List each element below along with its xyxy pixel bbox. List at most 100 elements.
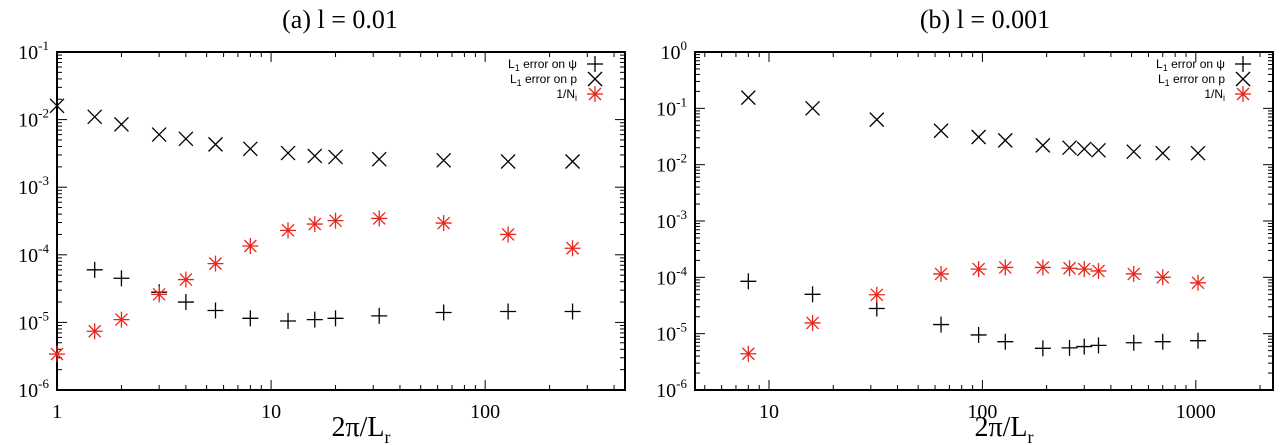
data-point xyxy=(113,270,130,287)
y-tick-label: 100 xyxy=(661,38,688,64)
data-point xyxy=(177,271,194,288)
data-point xyxy=(740,90,756,106)
data-point xyxy=(86,323,103,340)
data-point xyxy=(371,151,387,167)
data-point xyxy=(280,312,297,329)
data-point xyxy=(1090,337,1107,354)
data-point xyxy=(1126,144,1142,160)
data-point xyxy=(208,136,223,152)
data-point xyxy=(327,310,344,327)
data-point xyxy=(1125,265,1142,282)
data-point xyxy=(1061,260,1078,277)
data-point xyxy=(740,345,757,362)
chart-title: (b) l = 0.001 xyxy=(920,5,1050,34)
data-point xyxy=(500,226,517,243)
data-point xyxy=(177,294,194,311)
data-point xyxy=(435,304,452,321)
data-point xyxy=(971,129,987,145)
chart-panel-a: (a) l = 0.01 10-6 10-5 10-4 10-3 10-2 10-1 1 10 1… xyxy=(18,5,626,445)
data-point xyxy=(500,303,517,320)
plot-frame xyxy=(694,51,1274,391)
data-point xyxy=(1154,333,1171,350)
data-point xyxy=(869,112,885,128)
legend-marker xyxy=(587,56,603,72)
data-point xyxy=(804,286,821,303)
series-plus xyxy=(86,261,581,329)
data-point xyxy=(564,303,581,320)
x-axis-label: 2π/Lr xyxy=(974,412,1033,445)
series-star xyxy=(740,259,1207,362)
x-tick-label: 1 xyxy=(52,401,62,423)
data-point xyxy=(868,286,885,303)
y-tick-label: 10-5 xyxy=(656,320,687,346)
y-tick-label: 10-2 xyxy=(656,151,687,177)
data-point xyxy=(306,311,323,328)
data-point xyxy=(242,237,259,254)
series-plus xyxy=(740,273,1207,357)
data-point xyxy=(933,123,949,139)
data-point xyxy=(242,141,258,157)
legend: L1 error on ψL1 error on p1/Ni xyxy=(1156,56,1251,103)
data-point xyxy=(1125,334,1142,351)
data-point xyxy=(371,307,388,324)
chart-title: (a) l = 0.01 xyxy=(282,5,398,34)
data-point xyxy=(933,316,950,333)
data-point xyxy=(113,311,130,328)
legend-marker xyxy=(1235,56,1251,72)
y-tick-label: 10-1 xyxy=(18,38,49,64)
legend-marker xyxy=(1235,86,1251,102)
data-point xyxy=(207,302,224,319)
data-point xyxy=(500,154,516,169)
axis-ticks xyxy=(695,51,1273,391)
data-point xyxy=(565,154,581,169)
data-point xyxy=(868,300,885,317)
data-point xyxy=(1076,261,1093,278)
data-point xyxy=(307,148,323,164)
data-point xyxy=(328,149,343,165)
data-point xyxy=(371,210,388,227)
series-cross xyxy=(49,98,581,169)
data-point xyxy=(49,98,65,114)
data-point xyxy=(1061,339,1078,356)
legend: L1 error on ψL1 error on p1/Ni xyxy=(508,56,603,103)
y-tick-label: 10-4 xyxy=(18,241,49,267)
x-axis-label: 2π/Lr xyxy=(331,412,390,445)
y-tick-label: 10-1 xyxy=(656,94,687,120)
data-point xyxy=(113,116,129,132)
data-point xyxy=(1035,137,1051,153)
data-point xyxy=(1034,259,1051,276)
data-point xyxy=(178,131,194,147)
data-point xyxy=(242,310,259,327)
data-point xyxy=(1076,338,1093,355)
legend-label: L1 error on p xyxy=(1158,72,1225,88)
legend-label: L1 error on ψ xyxy=(1156,57,1225,73)
y-tick-label: 10-6 xyxy=(18,376,49,402)
data-point xyxy=(151,127,167,143)
data-point xyxy=(740,273,757,290)
data-point xyxy=(1034,340,1051,357)
legend-label: L1 error on p xyxy=(510,72,577,88)
y-tick-label: 10-4 xyxy=(656,263,687,289)
data-point xyxy=(805,100,821,116)
y-tick-label: 10-2 xyxy=(18,106,49,132)
legend-label: 1/Ni xyxy=(556,87,577,103)
x-tick-label: 10 xyxy=(261,401,281,423)
data-point xyxy=(970,261,987,278)
data-point xyxy=(436,152,452,168)
data-point xyxy=(1076,141,1092,157)
data-point xyxy=(564,240,581,257)
y-tick-label: 10-3 xyxy=(18,173,49,199)
data-point xyxy=(804,314,821,331)
data-point xyxy=(280,145,296,161)
data-point xyxy=(306,216,323,233)
data-point xyxy=(87,109,103,125)
data-point xyxy=(207,255,224,272)
y-tick-label: 10-6 xyxy=(656,376,687,402)
data-point xyxy=(933,265,950,282)
series-star xyxy=(49,210,581,363)
data-point xyxy=(970,326,987,343)
legend-marker xyxy=(1235,71,1251,87)
legend-marker xyxy=(587,86,603,102)
legend-marker xyxy=(587,71,603,87)
